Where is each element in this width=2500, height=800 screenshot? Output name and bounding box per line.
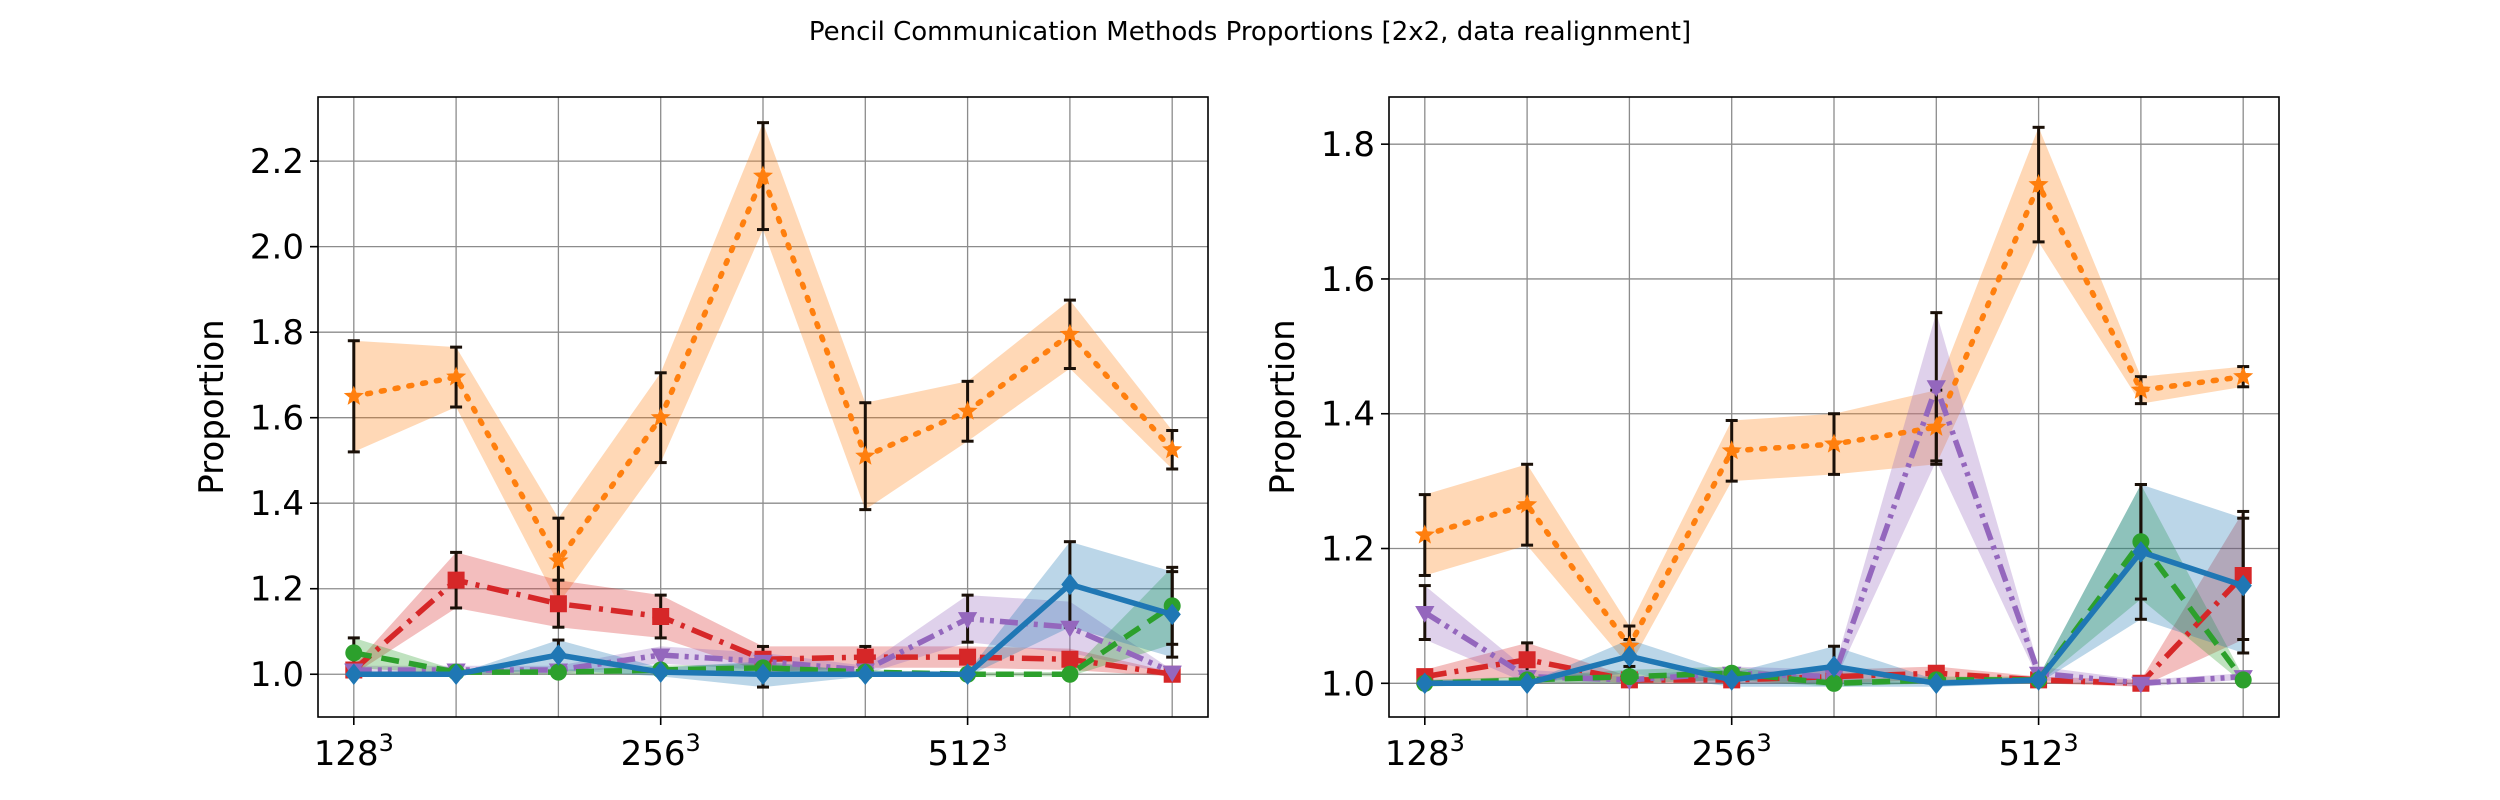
y-tick-label: 1.6	[250, 399, 304, 439]
y-tick-label: 1.2	[250, 570, 304, 610]
data-point	[856, 663, 874, 686]
y-tick-label: 2.2	[250, 142, 304, 182]
data-point	[2131, 676, 2151, 694]
data-point	[650, 407, 671, 427]
data-point	[2029, 669, 2048, 691]
data-point	[1824, 433, 1844, 453]
y-tick-label: 1.8	[1321, 125, 1375, 165]
data-point	[1061, 650, 1079, 668]
data-point	[856, 648, 874, 666]
data-point	[957, 612, 978, 629]
data-point	[2234, 574, 2252, 597]
y-tick-label: 1.6	[1321, 260, 1375, 300]
data-point	[2233, 366, 2254, 386]
data-point	[1162, 665, 1182, 683]
x-tick-label: 5123	[928, 729, 1008, 774]
data-point	[2130, 379, 2151, 399]
y-tick-label: 1.0	[1321, 664, 1375, 704]
y-axis-label: Proportion	[1263, 319, 1303, 494]
x-tick-label: 1283	[1385, 729, 1465, 774]
x-tick-label: 5123	[1999, 729, 2079, 774]
data-point	[651, 648, 671, 666]
data-point	[1060, 620, 1080, 638]
data-point	[1416, 672, 1434, 695]
y-axis: 1.0 1.2 1.4 1.6 1.8	[1321, 125, 1389, 704]
data-point	[1059, 323, 1080, 343]
data-point	[754, 663, 772, 686]
y-tick-label: 2.0	[250, 228, 304, 268]
data-point	[548, 550, 569, 570]
y-tick-label: 1.4	[250, 484, 304, 524]
data-point	[652, 608, 670, 626]
data-point	[2028, 174, 2049, 194]
data-point	[345, 663, 363, 686]
x-axis: 1283 2563 5123	[314, 717, 1008, 774]
x-tick-label: 2563	[621, 729, 701, 774]
data-point	[345, 644, 363, 662]
data-point	[1414, 524, 1435, 544]
right-subplot: 1.0 1.2 1.4 1.6 1.8 1283 2563 5123 Proportion	[1263, 96, 2280, 774]
data-point	[1721, 440, 1742, 460]
data-point	[1163, 603, 1181, 626]
data-point	[1926, 380, 1946, 397]
data-point	[1825, 655, 1843, 678]
confidence-band	[353, 567, 1173, 677]
plot-frame	[1388, 96, 2280, 718]
data-point	[752, 165, 774, 185]
figure-title: Pencil Communication Methods Proportions…	[809, 17, 1691, 47]
series-line	[351, 173, 1175, 564]
y-tick-label: 1.2	[1321, 530, 1375, 570]
data-point	[959, 648, 977, 666]
data-point	[1620, 645, 1639, 668]
data-point	[1061, 665, 1079, 683]
left-subplot: 1.0 1.2 1.4 1.6 1.8 2.0 2.2 1283 2563 5123 Proport…	[192, 96, 1209, 774]
y-tick-label: 1.0	[250, 655, 304, 695]
data-point	[1926, 416, 1947, 436]
data-point	[957, 400, 978, 420]
data-point	[1162, 439, 1183, 459]
data-point	[1415, 606, 1435, 623]
data-point	[2132, 541, 2150, 563]
data-point	[1518, 651, 1536, 669]
data-point	[2234, 671, 2252, 689]
data-point	[1518, 672, 1536, 695]
y-tick-label: 1.8	[250, 313, 304, 353]
data-point	[549, 595, 567, 613]
x-tick-label: 1283	[314, 729, 394, 774]
data-point	[446, 366, 467, 386]
data-point	[549, 644, 568, 666]
confidence-band	[1424, 511, 2244, 687]
data-point	[1620, 668, 1638, 685]
series-line	[1423, 384, 2244, 687]
data-point	[447, 663, 465, 686]
x-axis: 1283 2563 5123	[1385, 717, 2079, 774]
data-point	[1723, 669, 1741, 691]
y-axis-label: Proportion	[192, 319, 232, 494]
y-axis: 1.0 1.2 1.4 1.6 1.8 2.0 2.2	[250, 142, 318, 695]
data-point	[1927, 672, 1945, 695]
data-point	[855, 445, 876, 465]
data-point	[343, 385, 364, 405]
x-tick-label: 2563	[1692, 729, 1772, 774]
data-point	[1061, 573, 1079, 596]
data-point	[447, 571, 465, 589]
plot-frame	[317, 96, 1209, 718]
series-line	[351, 577, 1173, 677]
series-line	[353, 603, 1174, 677]
y-tick-label: 1.4	[1321, 395, 1375, 435]
data-point	[549, 663, 567, 681]
data-point	[1825, 674, 1843, 692]
data-point	[1517, 494, 1538, 514]
data-point	[958, 663, 977, 686]
data-point	[652, 661, 670, 683]
